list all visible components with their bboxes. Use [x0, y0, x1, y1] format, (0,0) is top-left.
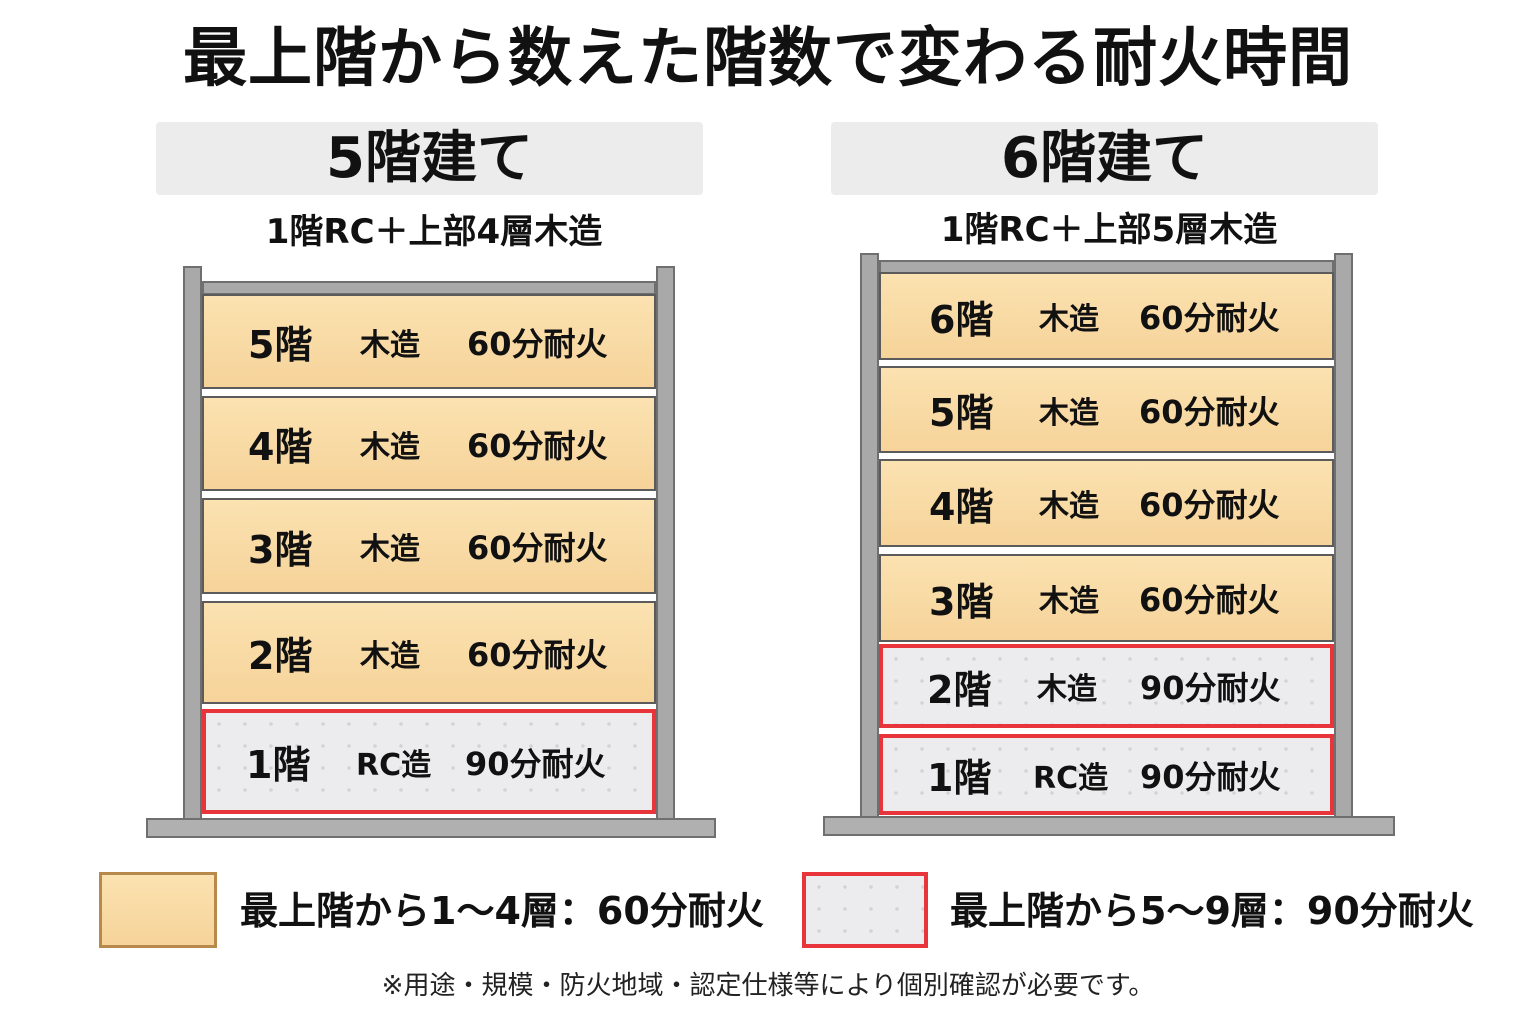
floor-name: 2階 [248, 634, 313, 678]
floor-name: 1階 [246, 743, 311, 787]
floor-fire-rating: 90分耐火 [1140, 669, 1281, 707]
floor-row: 5階 木造 60分耐火 [879, 366, 1334, 453]
legend-label-wood: 最上階から1～4層：60分耐火 [240, 889, 764, 933]
floor-name: 3階 [929, 579, 994, 624]
building-panel-6-storey: 6階建て 1階RC＋上部5層木造 6階 木造 60分耐火 5階 木造 60分耐火… [823, 122, 1395, 852]
left-column [183, 266, 202, 820]
roof-beam [202, 281, 656, 295]
panel-subtitle: 1階RC＋上部4層木造 [265, 212, 603, 252]
floor-structure: 木造 [1039, 489, 1099, 524]
floor-fire-rating: 60分耐火 [1139, 486, 1280, 524]
legend-label-rc: 最上階から5～9層：90分耐火 [950, 889, 1474, 933]
foundation [146, 818, 716, 838]
floor-name: 4階 [248, 425, 313, 469]
floor-row: 2階 木造 60分耐火 [202, 601, 656, 704]
panel-subtitle: 1階RC＋上部5層木造 [940, 210, 1278, 250]
right-column [656, 266, 675, 820]
floor-name: 5階 [929, 391, 994, 435]
page-title: 最上階から数えた階数で変わる耐火時間 [183, 22, 1353, 96]
floor-row: 4階 木造 60分耐火 [202, 396, 656, 491]
floor-fire-rating: 60分耐火 [467, 426, 608, 465]
floor-row: 3階 木造 60分耐火 [879, 554, 1334, 642]
building-panel-5-storey: 5階建て 1階RC＋上部4層木造 5階 木造 60分耐火 4階 木造 60分耐火… [146, 122, 720, 852]
floor-name: 1階 [927, 756, 992, 800]
floor-structure: 木造 [360, 327, 420, 363]
legend-swatch-rc [802, 872, 928, 948]
floor-row: 5階 木造 60分耐火 [202, 294, 656, 389]
floor-structure: 木造 [1039, 302, 1099, 337]
floor-structure: RC造 [1033, 760, 1109, 796]
panel-header: 5階建て [156, 122, 703, 195]
right-column [1334, 253, 1353, 820]
floor-name: 3階 [248, 527, 313, 572]
floor-fire-rating: 60分耐火 [467, 529, 608, 567]
legend-swatch-wood [99, 872, 217, 948]
floor-row-highlighted: 1階 RC造 90分耐火 [202, 709, 656, 814]
floor-row-highlighted: 1階 RC造 90分耐火 [879, 734, 1334, 815]
floor-fire-rating: 60分耐火 [467, 635, 608, 674]
floor-fire-rating: 60分耐火 [1139, 299, 1280, 337]
floor-fire-rating: 60分耐火 [1139, 392, 1280, 431]
floor-structure: 木造 [1037, 672, 1097, 707]
floor-structure: 木造 [1039, 584, 1099, 619]
panel-header: 6階建て [831, 122, 1378, 195]
left-column [860, 253, 879, 820]
foundation [823, 816, 1395, 836]
floor-fire-rating: 60分耐火 [467, 324, 608, 363]
floor-structure: RC造 [356, 747, 432, 783]
floor-structure: 木造 [1039, 395, 1099, 431]
floor-fire-rating: 60分耐火 [1139, 581, 1280, 619]
floor-fire-rating: 90分耐火 [465, 744, 606, 783]
floor-fire-rating: 90分耐火 [1140, 757, 1281, 796]
floor-row-highlighted: 2階 木造 90分耐火 [879, 644, 1334, 728]
floor-name: 2階 [927, 667, 992, 712]
floor-structure: 木造 [360, 638, 420, 674]
floor-name: 4階 [929, 484, 994, 529]
floor-name: 6階 [929, 297, 994, 342]
floor-row: 4階 木造 60分耐火 [879, 459, 1334, 547]
floor-structure: 木造 [360, 532, 420, 567]
footnote: ※用途・規模・防火地域・認定仕様等により個別確認が必要です。 [381, 971, 1155, 1001]
floor-structure: 木造 [360, 429, 420, 465]
floor-row: 3階 木造 60分耐火 [202, 498, 656, 594]
floor-name: 5階 [248, 323, 313, 367]
floor-row: 6階 木造 60分耐火 [879, 272, 1334, 360]
